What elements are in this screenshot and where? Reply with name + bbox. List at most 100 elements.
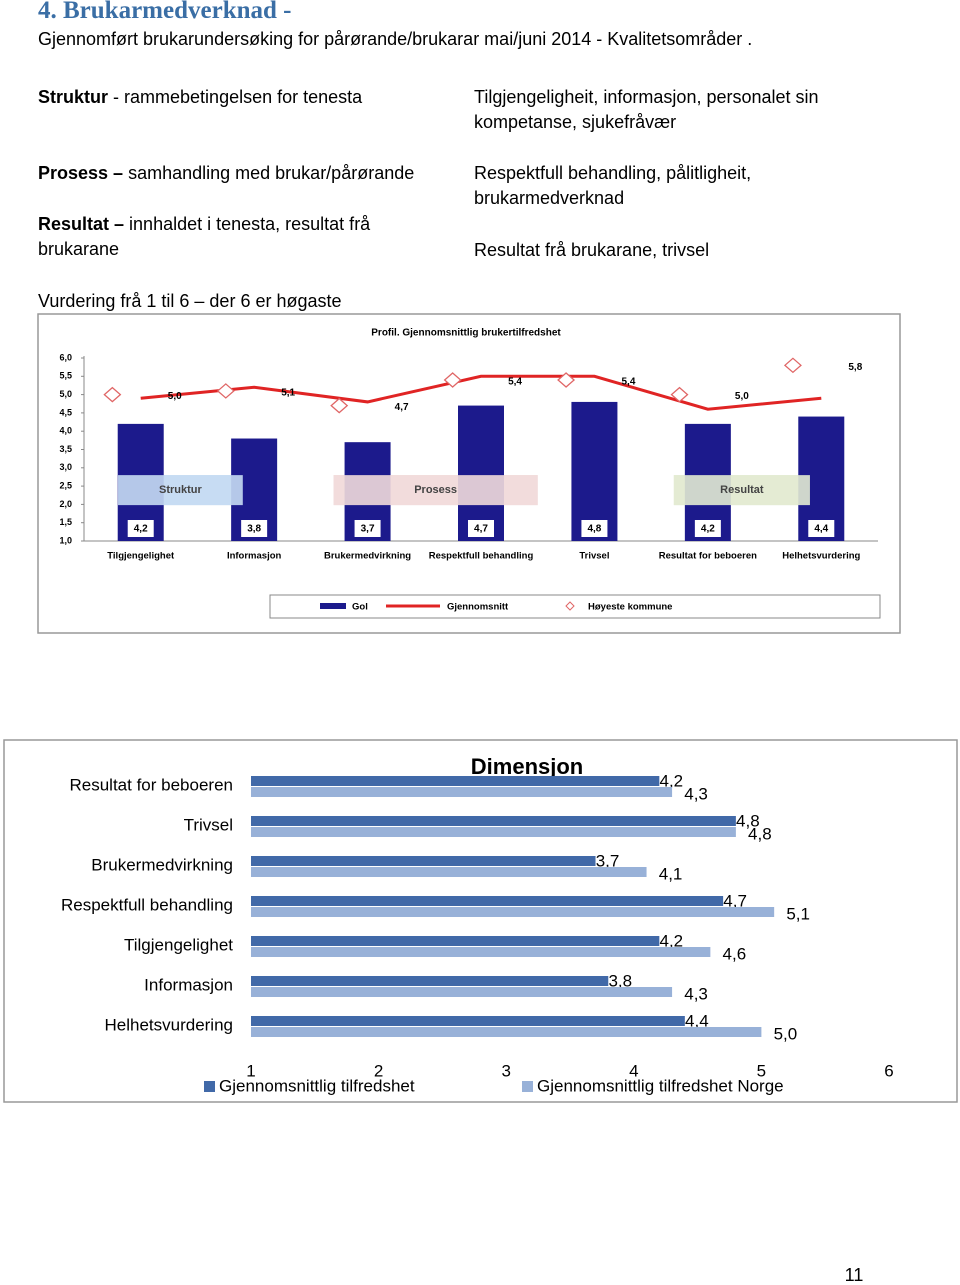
y-tick-label: Brukermedvirkning bbox=[91, 855, 233, 874]
value-label-box bbox=[468, 520, 494, 537]
y-tick-label: 4,5 bbox=[59, 407, 72, 417]
value-label-box bbox=[127, 520, 154, 537]
bar-value-label: 4,2 bbox=[701, 524, 715, 535]
marker bbox=[443, 372, 462, 388]
bar-value-label: 3,7 bbox=[596, 851, 620, 870]
bar-value-label: 4,8 bbox=[587, 524, 601, 535]
legend-swatch bbox=[522, 1081, 533, 1092]
point-value-label: 5,8 bbox=[848, 362, 862, 373]
point-value-label: 5,1 bbox=[281, 388, 295, 399]
x-tick-label: 5 bbox=[757, 1061, 766, 1080]
area-text: Prosess – samhandling med brukar/pårøran… bbox=[38, 161, 448, 186]
y-tick-label: 6,0 bbox=[59, 352, 72, 362]
page-number: 11 bbox=[845, 1265, 864, 1285]
bar-value-label: 4,2 bbox=[134, 524, 148, 535]
area-rest: samhandling med brukar/pårørande bbox=[128, 163, 415, 183]
point-value-label: 5,0 bbox=[168, 391, 182, 402]
area-rest: innhaldet i tenesta, resultat frå brukar… bbox=[38, 214, 371, 259]
bar-value-label: 4,3 bbox=[684, 784, 708, 803]
x-tick-label: Resultat for beboeren bbox=[659, 551, 757, 562]
legend-label: Gol bbox=[352, 602, 368, 613]
bar-value-label: 4,4 bbox=[814, 524, 828, 535]
value-label-box bbox=[581, 520, 608, 537]
x-tick-label: 1 bbox=[246, 1061, 255, 1080]
point-value-label: 5,4 bbox=[622, 377, 636, 388]
value-label-box bbox=[694, 520, 721, 537]
area-band bbox=[118, 475, 243, 506]
bar-value-label: 3,7 bbox=[361, 524, 375, 535]
bar-value-label: 4,7 bbox=[474, 524, 488, 535]
bar-value-label: 4,8 bbox=[736, 811, 760, 830]
chart-title: Profil. Gjennomsnittlig brukertilfredshe… bbox=[371, 328, 561, 339]
x-tick-label: 2 bbox=[374, 1061, 383, 1080]
x-tick-label: Brukermedvirkning bbox=[324, 551, 411, 562]
area-text: Resultat – innhaldet i tenesta, resultat… bbox=[38, 212, 413, 262]
bar-value-label: 4,4 bbox=[685, 1011, 709, 1030]
area-description: Resultat frå brukarane, trivsel bbox=[474, 240, 710, 260]
value-label-box bbox=[808, 520, 835, 537]
section-title: 4. Brukarmedverknad - bbox=[38, 0, 292, 24]
bar-value-label: 5,1 bbox=[786, 904, 810, 923]
bar bbox=[251, 907, 775, 917]
y-tick-label: Trivsel bbox=[184, 815, 233, 834]
legend-swatch bbox=[565, 601, 575, 611]
y-tick-label: Respektfull behandling bbox=[61, 895, 233, 914]
bar bbox=[458, 405, 504, 541]
y-tick-label: Resultat for beboeren bbox=[70, 775, 234, 794]
bar bbox=[251, 936, 660, 946]
legend-label: Gjennomsnittlig tilfredshet bbox=[219, 1076, 415, 1095]
bar bbox=[251, 827, 736, 837]
bar-value-label: 4,2 bbox=[659, 931, 683, 950]
bar bbox=[251, 816, 736, 826]
x-tick-label: 6 bbox=[884, 1061, 893, 1080]
line bbox=[140, 374, 822, 411]
bar bbox=[251, 856, 596, 866]
legend-label: Høyeste kommune bbox=[588, 602, 672, 613]
legend-box bbox=[269, 594, 881, 619]
y-tick-label: 5,5 bbox=[59, 371, 72, 381]
bar-value-label: 3,8 bbox=[608, 971, 632, 990]
bar bbox=[251, 896, 724, 906]
legend-swatch bbox=[320, 603, 346, 609]
marker bbox=[330, 397, 349, 414]
bar bbox=[571, 401, 618, 541]
y-tick-label: 1,0 bbox=[59, 535, 72, 545]
y-tick-label: 3,0 bbox=[59, 462, 72, 472]
x-tick-label: 4 bbox=[629, 1061, 638, 1080]
bar bbox=[251, 976, 609, 986]
point-value-label: 4,7 bbox=[395, 402, 409, 413]
y-tick-label: Informasjon bbox=[144, 975, 233, 994]
bar bbox=[251, 776, 660, 786]
area-label: Resultat bbox=[720, 484, 764, 496]
bar bbox=[251, 1027, 762, 1037]
y-tick-label: 3,5 bbox=[59, 444, 72, 454]
legend-label: Gjennomsnitt bbox=[447, 602, 509, 613]
value-label-box bbox=[354, 520, 381, 537]
x-tick-label: 3 bbox=[501, 1061, 510, 1080]
value-label-box bbox=[241, 520, 268, 537]
bar bbox=[251, 987, 673, 997]
y-tick-label: 2,0 bbox=[59, 499, 72, 509]
x-tick-label: Trivsel bbox=[579, 551, 609, 562]
subtitle: Gjennomført brukarundersøking for pårøra… bbox=[38, 29, 753, 49]
area-label: Struktur bbox=[159, 484, 203, 496]
y-tick-label: 5,0 bbox=[59, 389, 72, 399]
area-label: Resultat – bbox=[38, 214, 125, 234]
y-tick-label: Helhetsvurdering bbox=[104, 1015, 233, 1034]
area-band bbox=[673, 475, 810, 506]
area-rest: - rammebetingelsen for tenesta bbox=[113, 87, 363, 107]
bar bbox=[251, 867, 647, 877]
marker bbox=[103, 386, 122, 403]
x-tick-label: Helhetsvurdering bbox=[782, 551, 860, 562]
bar-value-label: 4,8 bbox=[748, 824, 772, 843]
point-value-label: 5,0 bbox=[735, 391, 749, 402]
bar-value-label: 5,0 bbox=[774, 1024, 798, 1043]
chart-frame bbox=[3, 739, 958, 1103]
marker bbox=[557, 372, 576, 388]
marker bbox=[783, 357, 802, 374]
bar-value-label: 3,8 bbox=[247, 524, 261, 535]
y-tick-label: 1,5 bbox=[59, 517, 72, 527]
point-value-label: 5,4 bbox=[508, 377, 522, 388]
